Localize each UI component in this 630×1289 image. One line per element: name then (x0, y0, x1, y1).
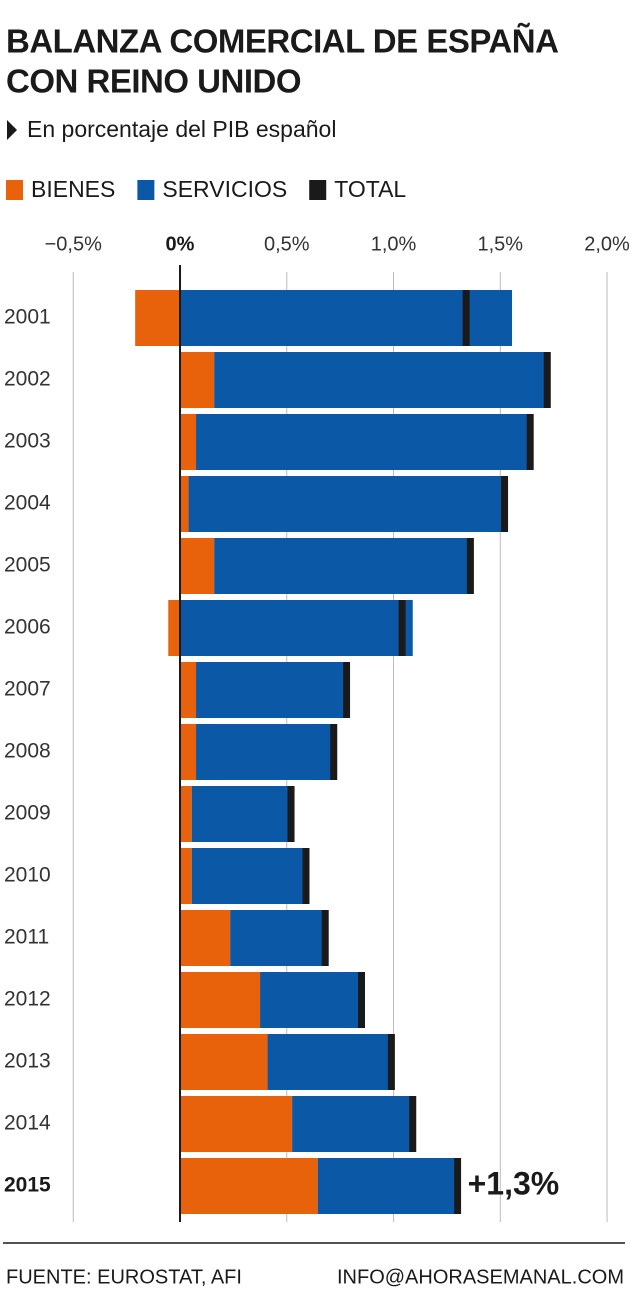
y-tick-label: 2013 (4, 1050, 51, 1073)
x-tick-label: 0% (166, 233, 195, 255)
legend-label: SERVICIOS (162, 176, 287, 202)
y-tick-label: 2008 (4, 740, 51, 763)
bar-segment (180, 600, 413, 656)
bar-segment (180, 662, 197, 718)
y-tick-label: 2004 (4, 492, 51, 515)
total-marker (287, 786, 295, 842)
chart-title: CON REINO UNIDO (6, 63, 301, 100)
bar-segment (267, 1034, 389, 1090)
legend-swatch (137, 180, 155, 200)
total-marker (398, 600, 406, 656)
bar-segment (180, 910, 231, 966)
subtitle: En porcentaje del PIB español (27, 116, 336, 142)
bar-segment (191, 848, 303, 904)
credit: INFO@AHORASEMANAL.COM (337, 1266, 624, 1288)
total-marker (343, 662, 351, 718)
y-tick-label: 2006 (4, 616, 51, 639)
bar-segment (188, 476, 503, 532)
bar-segment (260, 972, 360, 1028)
y-tick-label: 2009 (4, 802, 51, 825)
bar-segment (180, 972, 261, 1028)
legend-label: BIENES (31, 176, 115, 202)
legend-swatch (309, 180, 327, 200)
bar-segment (292, 1096, 410, 1152)
total-marker (321, 910, 329, 966)
y-tick-label: 2007 (4, 678, 51, 701)
subtitle-marker (7, 120, 17, 140)
x-tick-label: 2,0% (584, 233, 630, 255)
legend-label: TOTAL (334, 176, 406, 202)
y-tick-label: 2005 (4, 554, 51, 577)
bar-segment (180, 1096, 293, 1152)
y-tick-label: 2014 (4, 1112, 51, 1135)
bar-segment (180, 1158, 318, 1214)
bar-segment (180, 1034, 268, 1090)
total-marker (466, 538, 474, 594)
bar-segment (180, 848, 192, 904)
total-marker (526, 414, 534, 470)
bar-segment (135, 290, 181, 346)
total-marker (543, 352, 551, 408)
total-marker (302, 848, 310, 904)
bar-segment (196, 724, 331, 780)
total-marker (387, 1034, 395, 1090)
total-marker (501, 476, 509, 532)
bar-segment (230, 910, 323, 966)
y-tick-label: 2011 (4, 926, 49, 949)
y-tick-label: 2002 (4, 368, 51, 391)
bar-segment (214, 352, 546, 408)
total-marker (462, 290, 470, 346)
bar-segment (180, 786, 192, 842)
bar-segment (180, 476, 189, 532)
bar-segment (214, 538, 469, 594)
annotation: +1,3% (468, 1165, 560, 1201)
bar-segment (196, 662, 344, 718)
bar-segment (180, 414, 197, 470)
chart-title: BALANZA COMERCIAL DE ESPAÑA (6, 23, 558, 60)
bar-segment (180, 724, 197, 780)
y-tick-label: 2003 (4, 430, 51, 453)
x-tick-label: 1,5% (477, 233, 523, 255)
bar-segment (180, 352, 215, 408)
y-tick-label: 2010 (4, 864, 51, 887)
bar-segment (180, 290, 513, 346)
total-marker (409, 1096, 417, 1152)
bar-segment (180, 538, 215, 594)
total-marker (358, 972, 366, 1028)
y-tick-label: 2001 (4, 306, 51, 329)
y-tick-label: 2015 (4, 1174, 51, 1197)
bar-segment (191, 786, 289, 842)
y-tick-label: 2012 (4, 988, 51, 1011)
x-tick-label: 0,5% (264, 233, 310, 255)
x-tick-label: 1,0% (371, 233, 417, 255)
bar-segment (317, 1158, 455, 1214)
bar-segment (196, 414, 527, 470)
total-marker (454, 1158, 462, 1214)
source: FUENTE: EUROSTAT, AFI (6, 1266, 242, 1288)
x-tick-label: −0,5% (45, 233, 102, 255)
total-marker (330, 724, 338, 780)
bar-segment (168, 600, 181, 656)
legend-swatch (6, 180, 23, 200)
